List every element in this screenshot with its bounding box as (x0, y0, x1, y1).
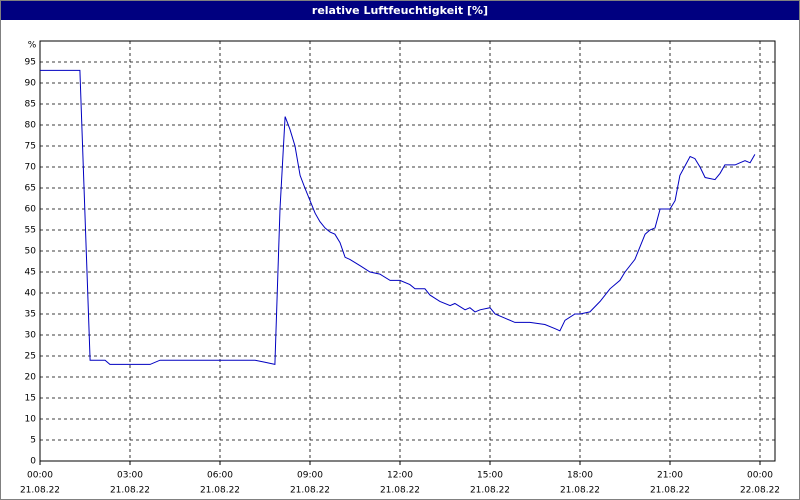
y-tick-label: 35 (25, 310, 36, 320)
x-tick-label: 00:00 (27, 471, 53, 481)
chart: % 0 5 10 15 20 25 30 35 40 45 50 55 60 65 70 75 80 85 90 95… (20, 40, 780, 496)
x-tick-date: 21.08.22 (560, 486, 600, 496)
y-tick-label: 85 (25, 100, 36, 110)
y-unit-label: % (28, 41, 37, 51)
x-tick-label: 21:00 (657, 471, 683, 481)
x-tick-label: 09:00 (297, 471, 323, 481)
x-tick-date: 22.08.22 (740, 486, 780, 496)
series-line (40, 69, 756, 366)
y-tick-label: 20 (25, 373, 37, 383)
y-tick-label: 60 (25, 205, 37, 215)
x-tick-date: 21.08.22 (380, 486, 420, 496)
y-tick-label: 40 (25, 289, 37, 299)
x-tick-date: 21.08.22 (20, 486, 60, 496)
y-tick-label: 55 (25, 226, 36, 236)
title-bar: relative Luftfeuchtigkeit [%] (1, 1, 799, 20)
y-tick-label: 70 (25, 163, 37, 173)
y-tick-label: 25 (25, 352, 36, 362)
y-tick-label: 80 (25, 121, 37, 131)
x-tick-date: 21.08.22 (470, 486, 510, 496)
x-tick-label: 12:00 (387, 471, 413, 481)
y-tick-label: 30 (25, 331, 37, 341)
y-tick-label: 95 (25, 58, 36, 68)
y-tick-label: 10 (25, 415, 37, 425)
x-tick-label: 03:00 (117, 471, 143, 481)
x-tick-date: 21.08.22 (650, 486, 690, 496)
x-tick-label: 15:00 (477, 471, 503, 481)
y-tick-label: 90 (25, 79, 37, 89)
x-tick-date: 21.08.22 (290, 486, 330, 496)
y-tick-label: 65 (25, 184, 36, 194)
y-tick-label: 50 (25, 247, 37, 257)
x-tick-date: 21.08.22 (200, 486, 240, 496)
x-tick-label: 00:00 (747, 471, 773, 481)
x-tick-label: 18:00 (567, 471, 593, 481)
x-tick-label: 06:00 (207, 471, 233, 481)
y-tick-label: 0 (30, 457, 36, 467)
y-tick-label: 75 (25, 142, 36, 152)
y-tick-label: 5 (30, 436, 36, 446)
x-tick-date: 21.08.22 (110, 486, 150, 496)
y-tick-label: 15 (25, 394, 36, 404)
y-tick-label: 45 (25, 268, 36, 278)
